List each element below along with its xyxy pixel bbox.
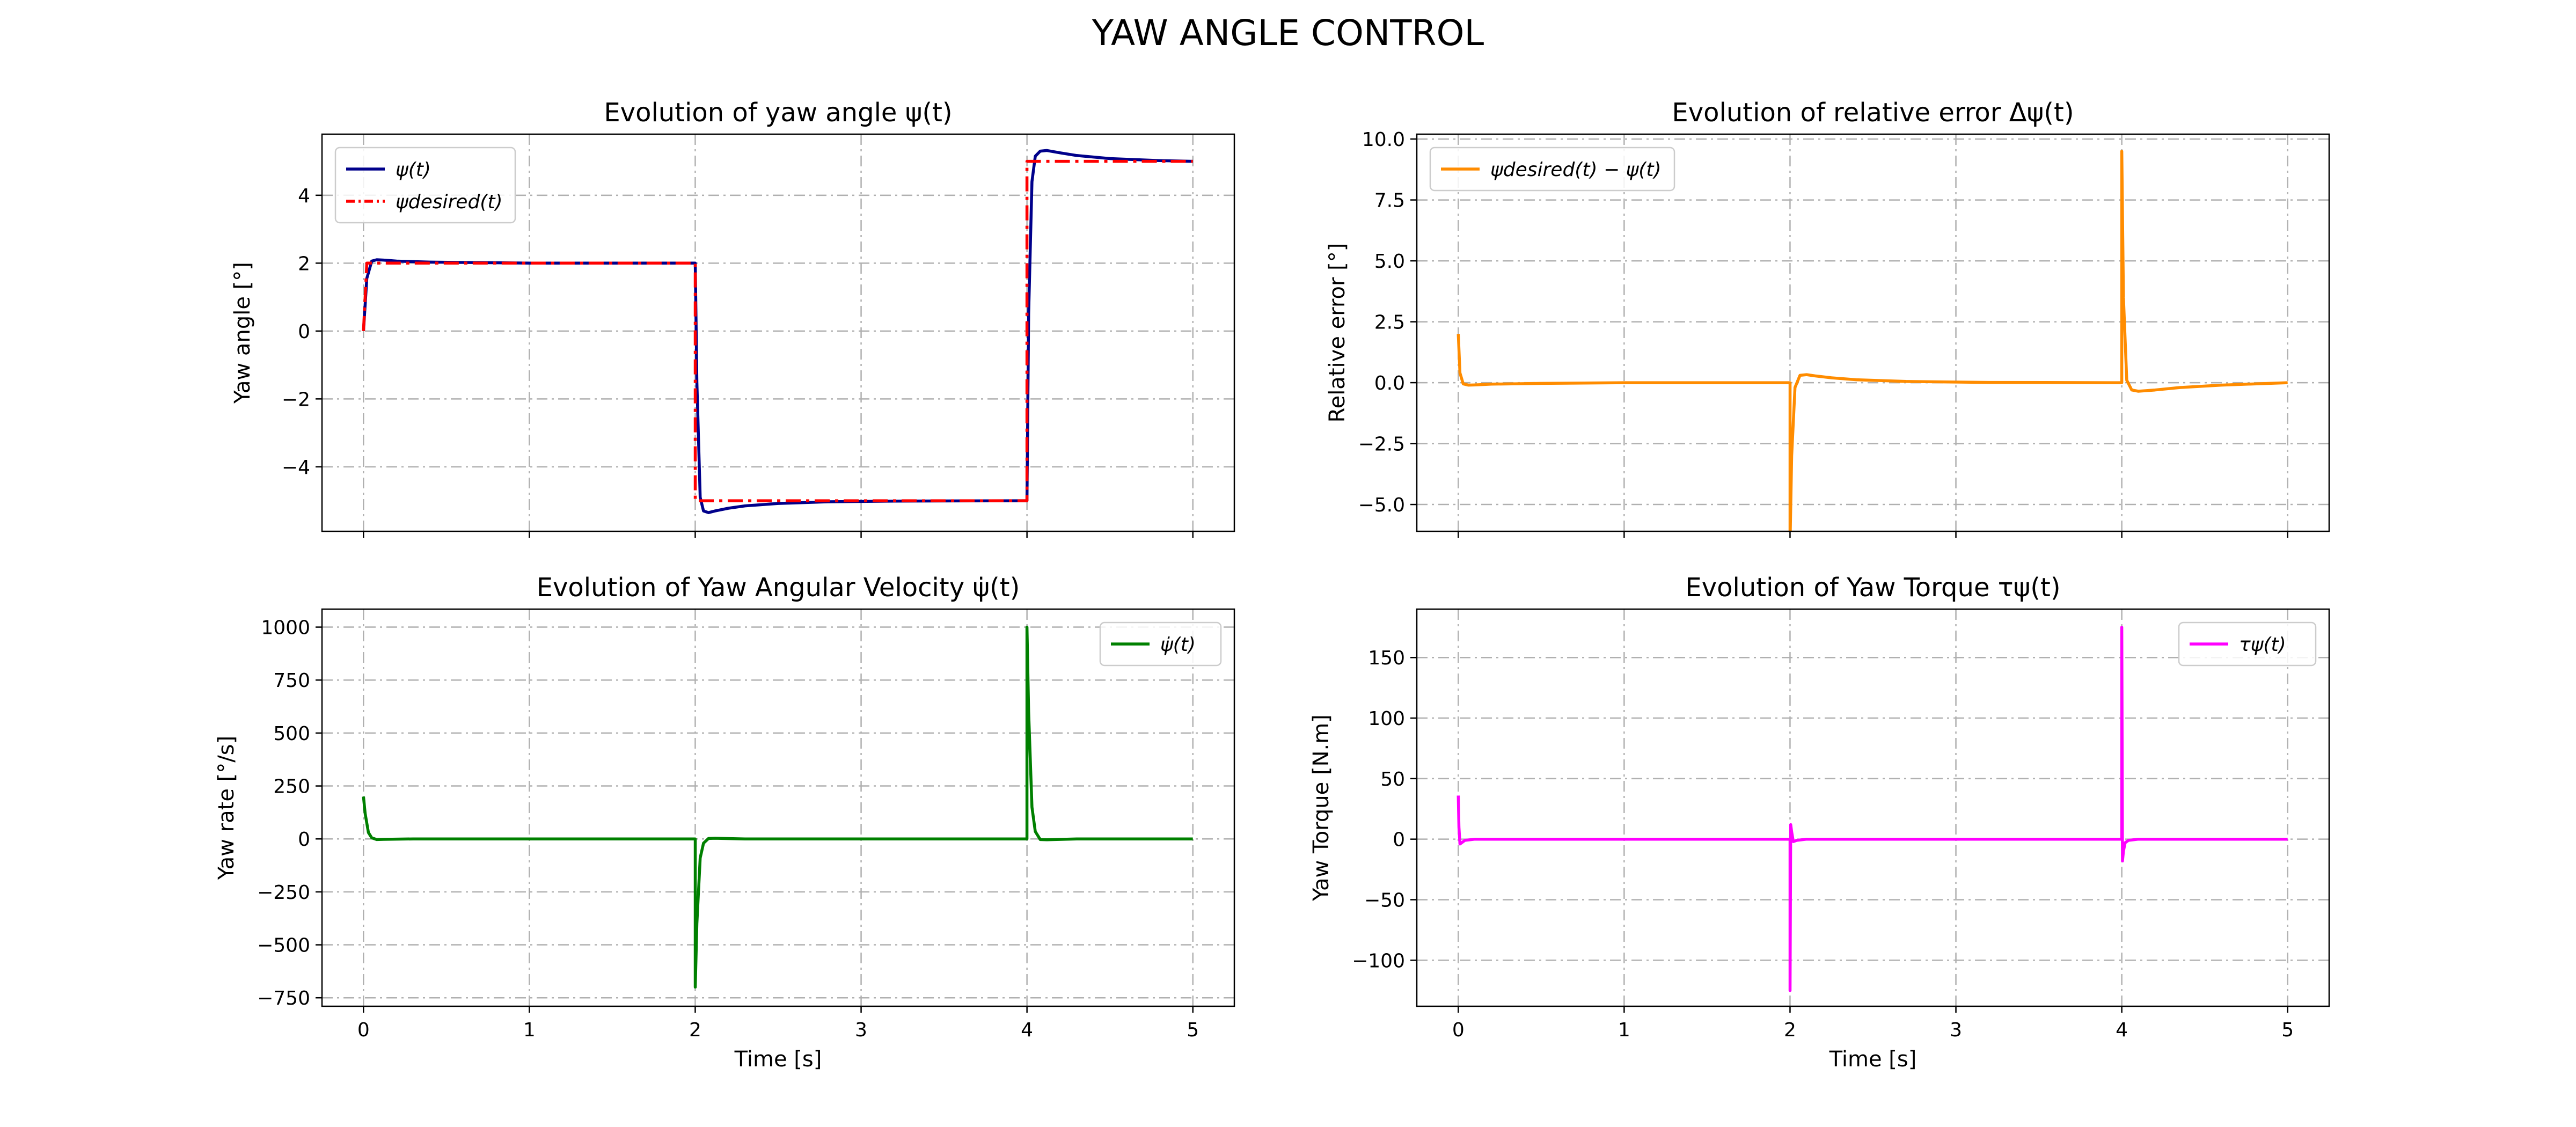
y-tick-label: 10.0 [1362,129,1405,151]
legend-box [2178,621,2317,667]
legend-label: ψ̇(t) [1160,634,1196,656]
y-tick-label: −100 [1352,950,1405,972]
series-line-0 [362,625,1193,989]
legend-box [1099,621,1222,667]
legend: τψ(t) [2178,621,2317,667]
y-tick-label: −4 [282,457,310,479]
axes-frame [1416,133,2330,532]
y-tick-label: 500 [273,723,310,745]
legend-label: ψdesired(t) − ψ(t) [1490,159,1662,181]
subplot-title: Evolution of relative error Δψ(t) [1672,98,2074,128]
y-tick-label: 5.0 [1374,251,1405,273]
subplot-yaw-torque: 0 1 2 3 4 5 −100 −50 0 50 100 150 Evolution of Yaw T… [1309,573,2330,1072]
legend-box [334,147,516,224]
x-tick-label: 3 [855,1019,867,1041]
y-tick-label: 0 [298,829,310,851]
series-group [1457,626,2288,992]
y-tick-label: −250 [257,882,310,904]
x-tick-label: 5 [2281,1019,2294,1041]
y-tick-label: 150 [1368,647,1405,669]
x-tick-label: 1 [1618,1019,1630,1041]
x-axis-label: Time [s] [734,1047,822,1072]
series-group [362,149,1193,514]
y-tick-label: 50 [1380,769,1405,791]
y-tick-label: −2 [282,389,310,411]
x-tick-label: 5 [1187,1019,1199,1041]
figure-suptitle: YAW ANGLE CONTROL [1092,12,1484,54]
series-line-0 [1457,626,2288,992]
legend: ψdesired(t) − ψ(t) [1429,147,1675,192]
axes-frame [321,608,1235,1007]
x-tick-label: 1 [523,1019,536,1041]
subplots: −4 −2 0 2 4 Evolution of yaw angle ψ(t) Yaw an… [214,98,2330,1072]
y-tick-label: 0 [298,321,310,343]
x-tick-label: 2 [689,1019,701,1041]
legend-label: τψ(t) [2239,634,2286,656]
y-tick-label: −5.0 [1358,494,1405,516]
series-group [362,625,1193,989]
legend: ψ̇(t) [1099,621,1222,667]
x-tick-label: 0 [357,1019,370,1041]
x-tick-label: 2 [1784,1019,1796,1041]
y-axis-label: Yaw angle [°] [230,262,255,404]
legend: ψ(t) ψdesired(t) [334,147,516,224]
subplot-title: Evolution of Yaw Angular Velocity ψ̇(t) [537,573,1020,603]
x-tick-label: 4 [1021,1019,1033,1041]
y-axis-label: Yaw Torque [N.m] [1309,714,1334,902]
series-line-1 [362,159,1193,502]
y-tick-label: −50 [1364,889,1405,911]
x-axis-label: Time [s] [1829,1047,1917,1072]
axes-frame [1416,608,2330,1007]
y-tick-label: 100 [1368,708,1405,730]
axes-frame [321,133,1235,532]
legend-label: ψdesired(t) [396,191,503,213]
series-line-0 [1457,150,2288,531]
y-tick-label: −500 [257,935,310,957]
x-tick-label: 4 [2116,1019,2128,1041]
subplot-relative-error: −5.0 −2.5 0.0 2.5 5.0 7.5 10.0 Evolution of rel… [1325,98,2330,538]
y-axis-label: Relative error [°] [1325,243,1350,423]
subplot-yaw-rate: 0 1 2 3 4 5 −750 −500 −250 0 250 500 750 1000 Evolutio… [214,573,1235,1072]
series-line-0 [362,149,1193,514]
y-tick-label: 1000 [261,617,310,639]
y-tick-label: 0 [1393,829,1405,851]
subplot-title: Evolution of Yaw Torque τψ(t) [1685,573,2060,603]
subplot-yaw-angle: −4 −2 0 2 4 Evolution of yaw angle ψ(t) Yaw an… [230,98,1235,538]
legend-label: ψ(t) [396,159,431,181]
series-group [1457,150,2288,531]
subplot-title: Evolution of yaw angle ψ(t) [604,98,952,128]
y-tick-label: 250 [273,776,310,798]
y-tick-label: 750 [273,670,310,692]
y-tick-label: 2 [298,253,310,275]
y-tick-label: 0.0 [1374,372,1405,394]
y-tick-label: 4 [298,185,310,207]
x-tick-label: 3 [1950,1019,1962,1041]
x-tick-label: 0 [1452,1019,1465,1041]
y-tick-label: 7.5 [1374,190,1405,212]
y-tick-label: 2.5 [1374,312,1405,334]
y-tick-label: −2.5 [1358,434,1405,456]
legend-box [1429,147,1675,192]
y-tick-label: −750 [257,987,310,1009]
y-axis-label: Yaw rate [°/s] [214,736,239,880]
